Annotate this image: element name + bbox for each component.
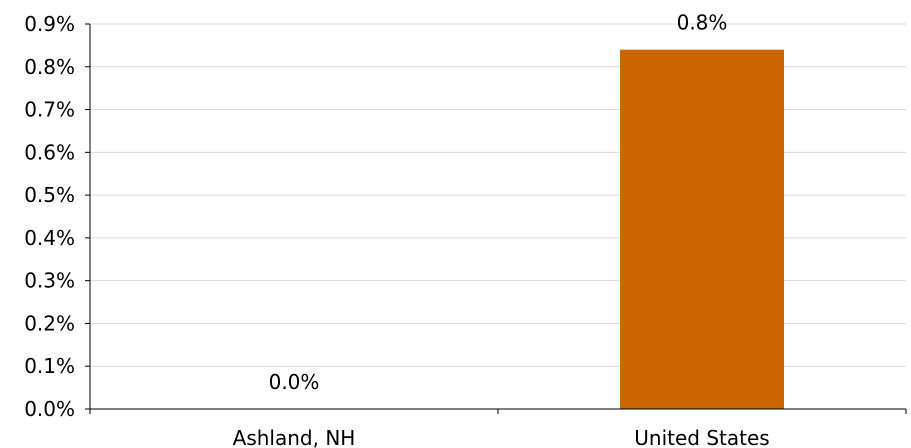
gridlines [90, 23, 906, 367]
y-tick-label: 0.7% [24, 98, 75, 122]
x-category-label: Ashland, NH [233, 426, 356, 448]
x-category-label: United States [634, 426, 769, 448]
data-label: 0.8% [677, 11, 728, 35]
data-label: 0.0% [269, 370, 320, 394]
y-tick-label: 0.2% [24, 311, 75, 335]
y-tick-label: 0.4% [24, 226, 75, 250]
bars [620, 49, 784, 410]
y-tick-label: 0.5% [24, 183, 75, 207]
axes [85, 23, 907, 414]
y-tick-label: 0.1% [24, 354, 75, 378]
y-tick-label: 0.0% [24, 397, 75, 421]
y-tick-label: 0.9% [24, 12, 75, 36]
labels: 0.0% 0.1% 0.2% 0.3% 0.4% 0.5% 0.6% 0.7% 0.8% 0.9%… [24, 11, 770, 448]
y-tick-label: 0.8% [24, 55, 75, 79]
bar [620, 49, 784, 410]
y-tick-label: 0.3% [24, 269, 75, 293]
y-tick-label: 0.6% [24, 140, 75, 164]
